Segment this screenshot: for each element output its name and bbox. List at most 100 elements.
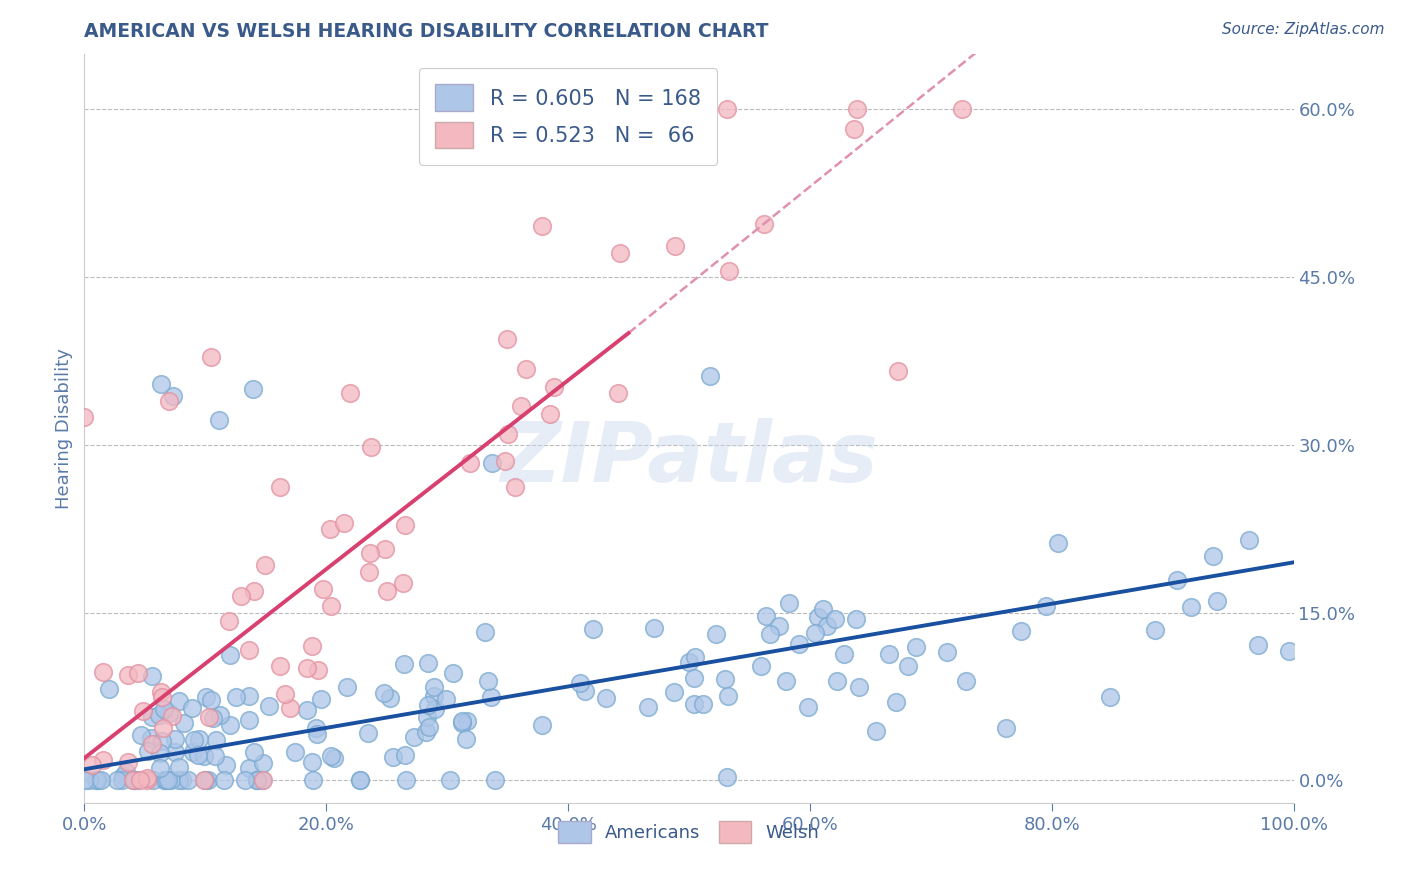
Point [682,671,704,685]
Point [422,690,444,704]
Point [86,773,108,788]
Point [373,686,395,700]
Point [157,706,180,720]
Point [202,710,225,724]
Point [132,704,155,718]
Point [284,745,307,759]
Point [204,733,226,747]
Point [865,724,887,739]
Point [357,726,380,740]
Point [253,558,276,573]
Point [1201,549,1223,564]
Point [169,760,191,774]
Point [496,332,519,346]
Point [167,694,190,708]
Point [153,702,176,716]
Point [150,690,173,704]
Point [307,663,329,677]
Point [91,665,114,679]
Point [307,727,329,741]
Point [136,771,159,785]
Point [148,708,170,723]
Point [225,690,247,704]
Point [692,697,714,711]
Point [609,246,631,260]
Point [125,773,148,788]
Point [157,394,180,409]
Point [200,692,222,706]
Point [252,756,274,770]
Point [188,731,211,746]
Point [112,769,135,783]
Point [704,627,727,641]
Point [77,773,100,788]
Point [685,649,707,664]
Point [90,773,112,788]
Point [295,661,318,675]
Legend: Americans, Welsh: Americans, Welsh [551,814,827,850]
Point [269,658,291,673]
Point [165,745,187,759]
Point [1278,644,1301,658]
Point [319,599,342,613]
Point [381,750,404,764]
Point [197,709,219,723]
Point [664,239,686,253]
Point [1166,574,1188,588]
Point [124,773,146,788]
Text: Source: ZipAtlas.com: Source: ZipAtlas.com [1222,22,1385,37]
Point [375,583,398,598]
Point [678,655,700,669]
Point [136,773,159,788]
Point [1046,536,1069,550]
Point [378,690,401,705]
Point [162,389,184,403]
Point [177,773,200,788]
Point [643,621,665,635]
Point [538,408,561,422]
Point [349,773,371,788]
Point [259,698,281,713]
Point [131,728,153,742]
Point [148,761,170,775]
Point [825,673,848,688]
Point [169,773,191,788]
Point [1205,594,1227,608]
Point [301,639,323,653]
Point [582,622,605,636]
Point [297,703,319,717]
Point [832,647,855,661]
Point [194,690,217,705]
Point [1144,623,1167,637]
Point [395,773,418,788]
Point [434,692,457,706]
Point [484,773,506,788]
Point [200,350,222,364]
Point [360,440,382,454]
Point [153,773,176,788]
Point [496,426,519,441]
Point [683,698,706,712]
Point [128,773,150,788]
Point [807,610,830,624]
Point [1246,638,1268,652]
Point [1010,624,1032,639]
Point [160,773,183,788]
Point [454,732,477,747]
Point [218,615,240,629]
Point [423,680,446,694]
Point [1237,533,1260,547]
Point [716,770,738,784]
Point [115,764,138,779]
Point [815,619,838,633]
Point [416,710,439,724]
Point [477,674,499,689]
Point [269,480,291,494]
Point [886,364,908,378]
Point [150,733,173,747]
Point [481,690,503,704]
Point [481,456,503,470]
Point [215,757,238,772]
Point [359,565,381,579]
Point [418,656,440,670]
